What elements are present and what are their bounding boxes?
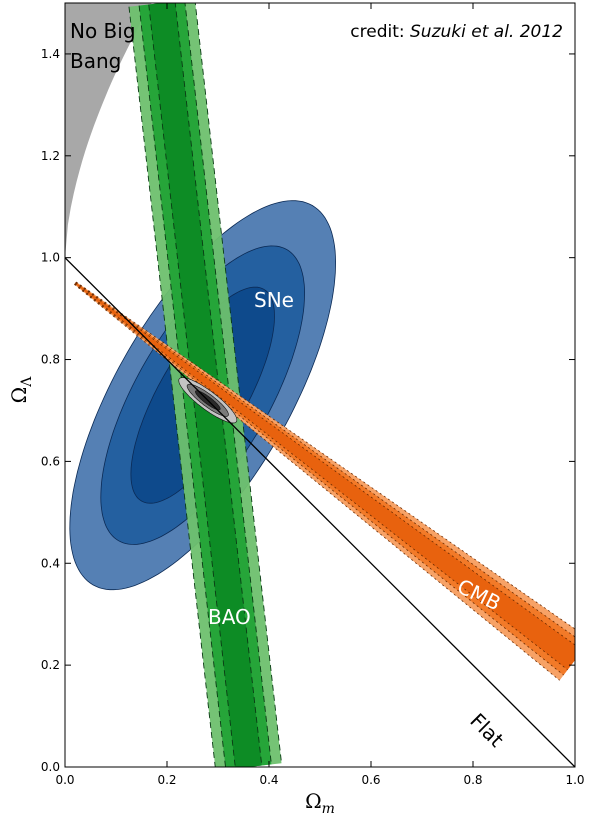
sne-label: SNe — [254, 288, 294, 312]
no-big-bang-region-group — [65, 3, 152, 258]
flat-line — [65, 257, 575, 767]
y-tick-label: 1.0 — [41, 251, 60, 265]
x-axis-label: Ωm — [305, 789, 335, 814]
x-tick-label: 0.8 — [463, 773, 482, 787]
y-tick-label: 0.0 — [41, 760, 60, 774]
y-tick-label: 1.2 — [41, 149, 60, 163]
x-tick-label: 1.0 — [565, 773, 584, 787]
y-tick-label: 0.6 — [41, 454, 60, 468]
no-big-bang-region — [65, 3, 152, 258]
bao-dashed-edge — [194, 3, 282, 764]
x-tick-label: 0.6 — [361, 773, 380, 787]
x-tick-label: 0.4 — [259, 773, 278, 787]
cmb-band-3 — [74, 282, 575, 670]
credit-text: credit: Suzuki et al. 2012 — [350, 22, 563, 42]
bao-label: BAO — [208, 605, 251, 629]
cmb-dotted-edge — [75, 281, 575, 638]
no-big-bang-label-line2: Bang — [70, 49, 121, 73]
cmb-dotted-edge — [75, 282, 575, 646]
bao-dashed-edge — [184, 3, 272, 765]
axis-ticks-group: 0.0 0.2 0.4 0.6 0.8 1.0 0.0 0.2 0.4 0.6 0.8 1.0 1.2 1… — [41, 3, 585, 787]
cmb-band-group — [74, 281, 575, 681]
y-tick-label: 0.4 — [41, 556, 60, 570]
flat-line-group — [65, 257, 575, 767]
y-tick-label: 1.4 — [41, 47, 60, 61]
x-tick-label: 0.0 — [55, 773, 74, 787]
x-tick-label: 0.2 — [157, 773, 176, 787]
y-axis-label: ΩΛ — [7, 376, 35, 404]
y-tick-label: 0.2 — [41, 658, 60, 672]
no-big-bang-label-line1: No Big — [70, 19, 136, 43]
cmb-dotted-edge — [74, 283, 564, 676]
bao-dashed-edge — [128, 6, 216, 767]
y-tick-label: 0.8 — [41, 353, 60, 367]
cmb-dotted-edge — [74, 283, 568, 671]
plot-frame — [64, 2, 576, 768]
